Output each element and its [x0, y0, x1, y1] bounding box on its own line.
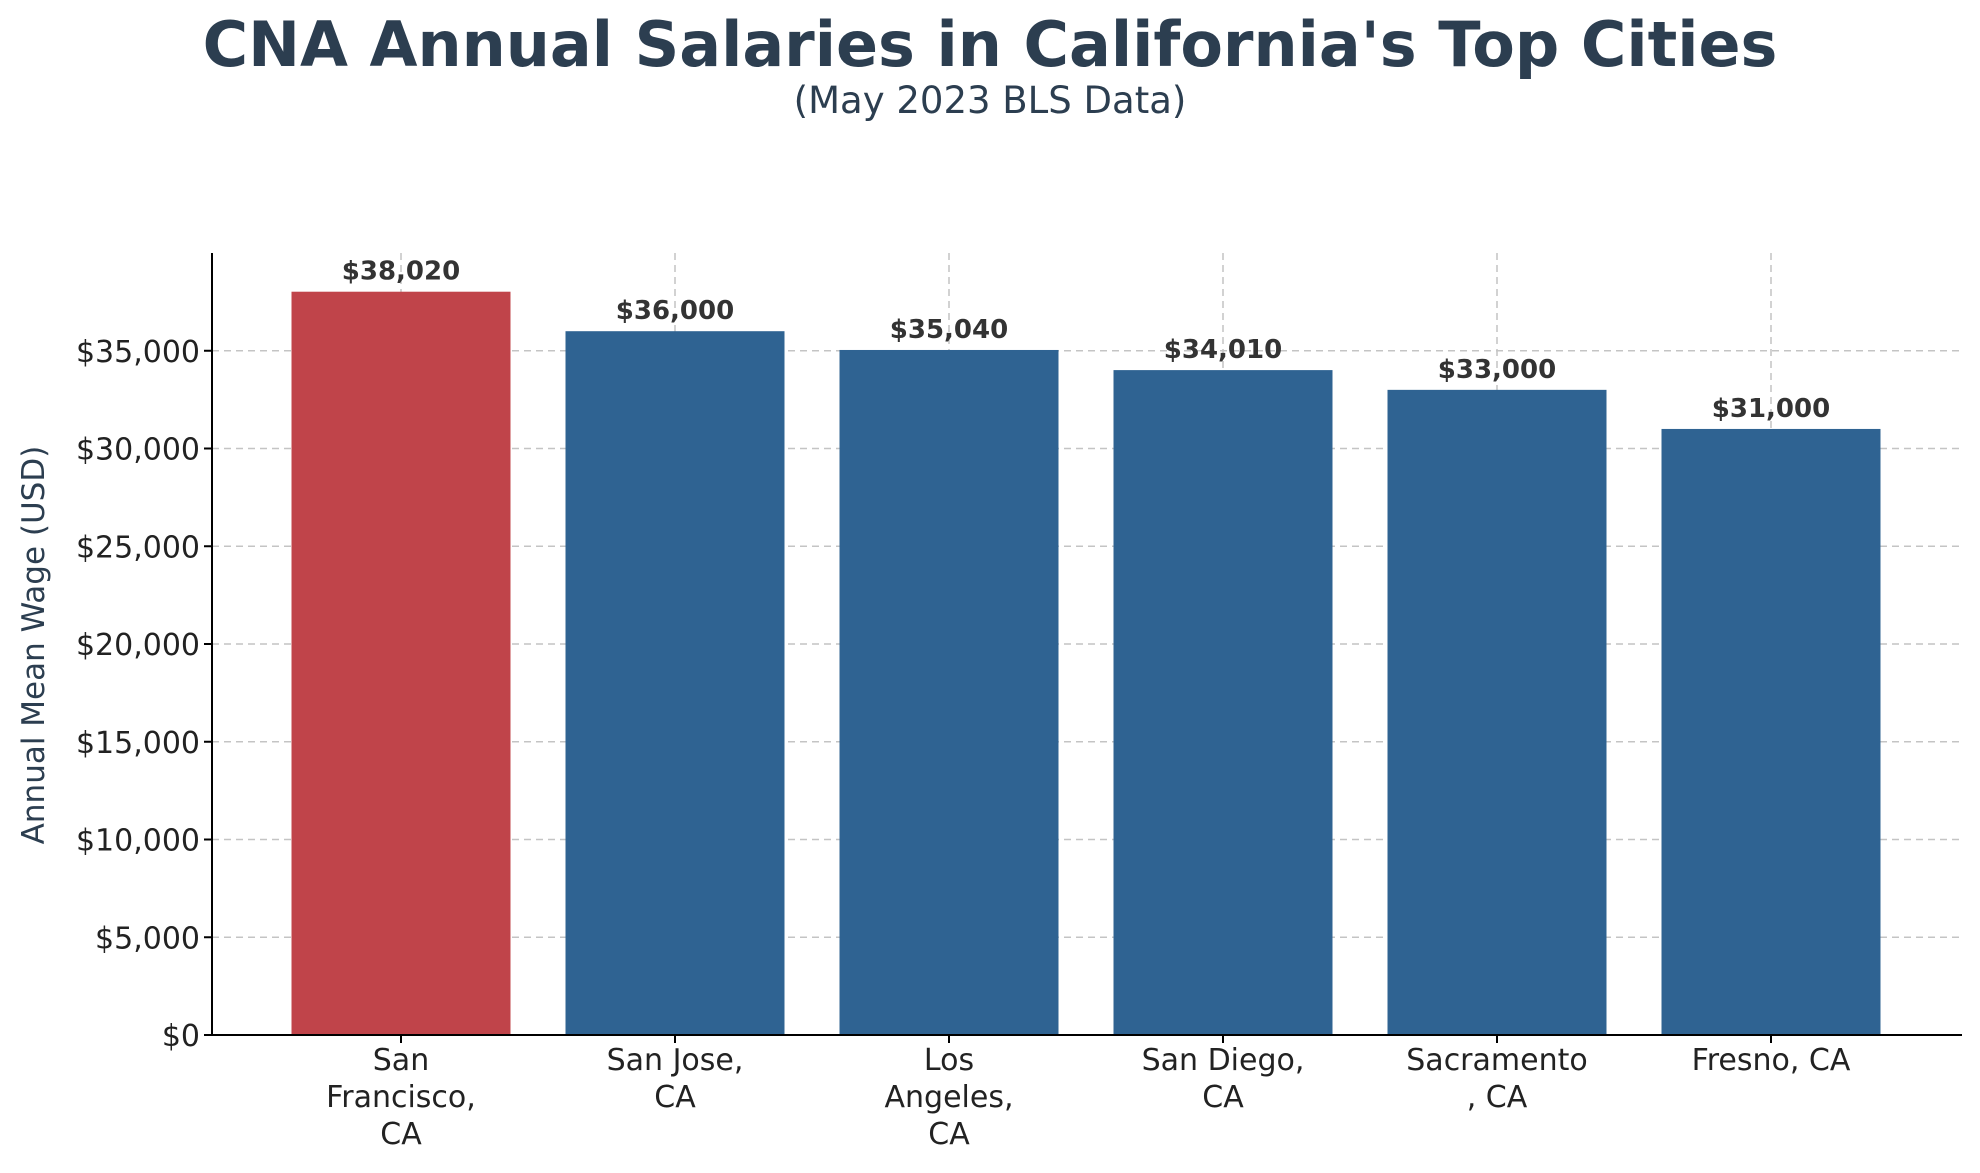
- x-tick-label: San Jose, CA: [607, 1043, 744, 1115]
- bar-layer: [291, 291, 1881, 1036]
- data-label: $34,010: [1164, 335, 1282, 365]
- data-label: $38,020: [342, 257, 460, 287]
- x-tick-label: Los Angeles, CA: [885, 1043, 1014, 1152]
- y-axis-label: Annual Mean Wage (USD): [16, 446, 52, 845]
- bar: [1661, 428, 1881, 1035]
- x-axis-ticks: San Francisco, CA San Jose, CA Los Angeles, CA S…: [326, 1035, 1851, 1152]
- x-tick-label: San Diego, CA: [1142, 1043, 1305, 1115]
- y-tick-label: $10,000: [76, 824, 200, 859]
- data-label: $33,000: [1438, 355, 1556, 385]
- bar: [1387, 389, 1607, 1036]
- y-axis-ticks: $0 $5,000 $10,000 $15,000 $20,000 $25,000 $30,…: [76, 335, 212, 1054]
- y-tick-label: $0: [162, 1019, 200, 1054]
- chart-title: CNA Annual Salaries in California's Top …: [203, 8, 1778, 81]
- bar: [839, 349, 1059, 1035]
- y-tick-label: $25,000: [76, 530, 200, 565]
- data-label: $31,000: [1712, 394, 1830, 424]
- bar: [1113, 370, 1333, 1035]
- y-tick-label: $5,000: [95, 921, 200, 956]
- x-tick-label: Sacramento, CA: [1406, 1043, 1587, 1115]
- data-label: $35,040: [890, 315, 1008, 345]
- bar: [291, 291, 511, 1036]
- y-tick-label: $30,000: [76, 433, 200, 468]
- y-tick-label: $20,000: [76, 628, 200, 663]
- chart-subtitle: (May 2023 BLS Data): [794, 79, 1187, 122]
- bar: [565, 331, 785, 1035]
- x-tick-label: San Francisco, CA: [326, 1043, 476, 1152]
- data-label: $36,000: [616, 296, 734, 326]
- y-tick-label: $35,000: [76, 335, 200, 370]
- x-tick-label: Fresno, CA: [1692, 1043, 1851, 1078]
- data-labels: $38,020 $36,000 $35,040 $34,010 $33,000 $31,0…: [342, 257, 1830, 424]
- y-tick-label: $15,000: [76, 726, 200, 761]
